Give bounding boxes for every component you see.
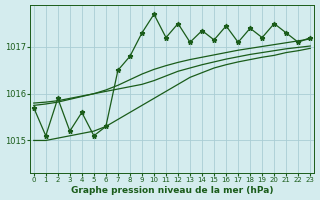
X-axis label: Graphe pression niveau de la mer (hPa): Graphe pression niveau de la mer (hPa) — [71, 186, 273, 195]
